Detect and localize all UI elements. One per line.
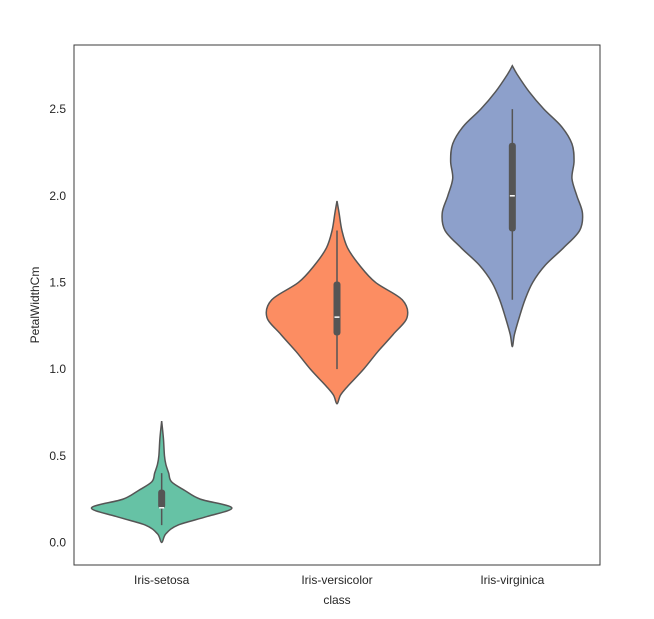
y-tick-label: 2.5 <box>49 102 66 116</box>
iqr-box <box>333 281 341 336</box>
iqr-box <box>508 142 516 232</box>
y-axis-label: PetalWidthCm <box>28 267 42 344</box>
x-tick-label: Iris-virginica <box>480 573 544 587</box>
x-tick-label: Iris-versicolor <box>301 573 372 587</box>
y-tick-label: 0.5 <box>49 449 66 463</box>
iqr-box <box>158 489 166 509</box>
violin-iris-versicolor <box>265 200 409 405</box>
y-tick-label: 1.0 <box>49 362 66 376</box>
y-tick-label: 2.0 <box>49 189 66 203</box>
y-axis: 0.0 0.5 1.0 1.5 2.0 2.5 <box>49 102 66 549</box>
violin-iris-setosa <box>90 421 233 544</box>
x-tick-label: Iris-setosa <box>134 573 190 587</box>
y-tick-label: 1.5 <box>49 275 66 289</box>
x-axis-label: class <box>323 593 350 607</box>
x-axis: Iris-setosa Iris-versicolor Iris-virginica <box>134 573 545 587</box>
violin-iris-virginica <box>441 64 584 348</box>
violins-layer <box>90 64 584 544</box>
y-tick-label: 0.0 <box>49 535 66 549</box>
